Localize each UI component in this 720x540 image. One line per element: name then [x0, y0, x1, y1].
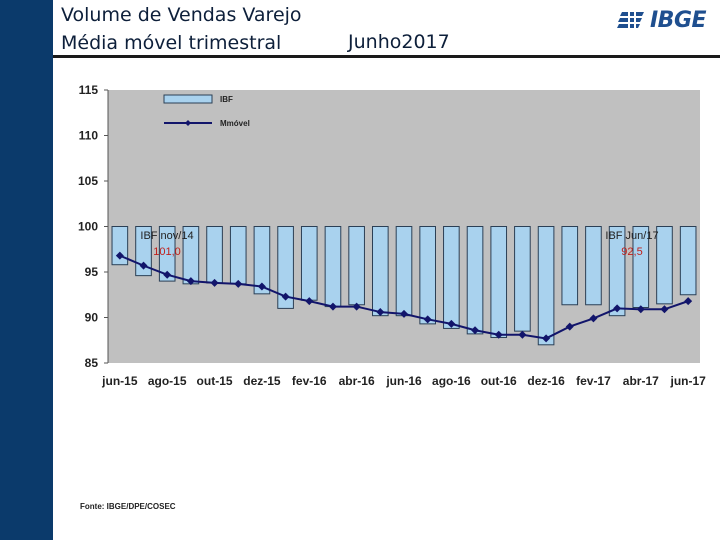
point-mmovel	[660, 305, 669, 314]
title-block: Volume de Vendas Varejo Média móvel trim…	[61, 2, 302, 56]
bar-ibf	[490, 226, 508, 339]
point-mmovel	[423, 315, 432, 324]
x-tick-label: fev-16	[292, 374, 327, 388]
period-date: Junho2017	[348, 31, 450, 53]
bar-ibf	[443, 226, 460, 329]
sales-volume-chart: 85 90 95 100 105 110 115 jun-15 ago-15 out-15 dez-…	[78, 85, 706, 388]
point-mmovel	[234, 279, 243, 288]
annotation-label: IBF nov/14	[140, 230, 193, 242]
legend-label-ibf: IBF	[220, 95, 233, 104]
y-tick-label: 115	[79, 85, 99, 97]
point-mmovel	[281, 292, 290, 301]
point-mmovel	[257, 282, 266, 291]
bar-ibf	[111, 226, 129, 266]
y-tick-label: 110	[79, 129, 99, 143]
y-tick-label: 85	[85, 356, 99, 370]
x-tick-label: ago-15	[148, 374, 187, 388]
point-mmovel	[210, 278, 219, 287]
point-mmovel	[115, 251, 124, 260]
point-mmovel	[494, 330, 503, 339]
point-mmovel	[589, 314, 598, 323]
x-tick-label: fev-17	[576, 374, 611, 388]
ibge-logo: IBGE	[616, 8, 707, 33]
x-tick-label: abr-16	[339, 374, 375, 388]
bar-ibf	[372, 226, 389, 317]
x-tick-label: abr-17	[623, 374, 659, 388]
point-mmovel	[400, 309, 408, 318]
x-tick-label: jun-17	[669, 374, 706, 388]
legend-marker-mmovel	[185, 120, 191, 126]
annotation-label: IBF Jun/17	[605, 230, 658, 242]
x-tick-label: dez-16	[527, 374, 565, 388]
page-title: Volume de Vendas Varejo	[61, 4, 302, 26]
bar-ibf	[561, 226, 579, 306]
bar-ibf	[158, 226, 176, 282]
x-tick-label: out-16	[481, 374, 517, 388]
x-tick-label: dez-15	[243, 374, 281, 388]
bar-ibf	[253, 226, 271, 295]
bar-ibf	[466, 226, 484, 335]
point-mmovel	[565, 322, 574, 331]
point-mmovel	[447, 319, 456, 328]
source-note: Fonte: IBGE/DPE/COSEC	[80, 502, 176, 511]
point-mmovel	[542, 334, 551, 343]
annotation-value: 101,0	[153, 246, 181, 258]
point-mmovel	[471, 326, 480, 335]
point-mmovel	[139, 261, 148, 270]
y-tick-label: 105	[78, 174, 98, 188]
bar-ibf	[395, 226, 413, 317]
y-tick-label: 100	[78, 220, 98, 234]
point-mmovel	[163, 270, 172, 279]
bar-ibf	[656, 226, 673, 305]
point-mmovel	[376, 308, 385, 317]
legend-swatch-ibf	[163, 94, 213, 104]
x-tick-label: jun-16	[385, 374, 422, 388]
bar-ibf	[585, 226, 602, 306]
bar-ibf	[608, 226, 626, 317]
bar-ibf	[206, 226, 223, 284]
bar-ibf	[514, 226, 531, 332]
x-tick-label: jun-15	[101, 374, 138, 388]
y-tick-label: 90	[85, 311, 99, 325]
bar-ibf	[679, 226, 697, 296]
left-sidebar-band	[0, 0, 53, 540]
annotation-value: 92,5	[621, 246, 642, 258]
bar-ibf	[348, 226, 365, 306]
point-mmovel	[352, 302, 361, 311]
bar-ibf	[324, 226, 342, 308]
page-subtitle: Média móvel trimestral	[61, 32, 282, 54]
y-tick-label: 95	[85, 265, 99, 279]
point-mmovel	[305, 297, 314, 306]
ibge-logo-icon	[617, 11, 644, 28]
x-tick-label: ago-16	[432, 374, 471, 388]
bar-ibf	[537, 226, 555, 346]
bar-ibf	[300, 226, 318, 301]
point-mmovel	[328, 302, 337, 311]
bar-ibf	[277, 226, 294, 309]
point-mmovel	[636, 305, 645, 314]
bar-ibf	[229, 226, 247, 285]
point-mmovel	[186, 277, 195, 286]
logo-text: IBGE	[650, 8, 707, 33]
point-mmovel	[518, 330, 527, 339]
bar-ibf	[419, 226, 436, 325]
x-tick-label: out-15	[197, 374, 233, 388]
legend-label-mmovel: Mmóvel	[220, 119, 250, 128]
point-mmovel	[684, 297, 693, 306]
point-mmovel	[613, 304, 622, 313]
header-divider	[53, 55, 720, 58]
